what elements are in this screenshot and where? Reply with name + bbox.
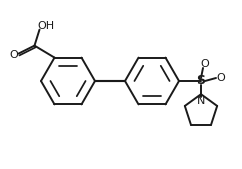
Text: O: O	[217, 73, 225, 83]
Text: OH: OH	[37, 21, 54, 31]
Text: N: N	[197, 96, 205, 106]
Text: O: O	[9, 50, 18, 60]
Text: O: O	[201, 59, 209, 69]
Text: S: S	[197, 75, 205, 88]
